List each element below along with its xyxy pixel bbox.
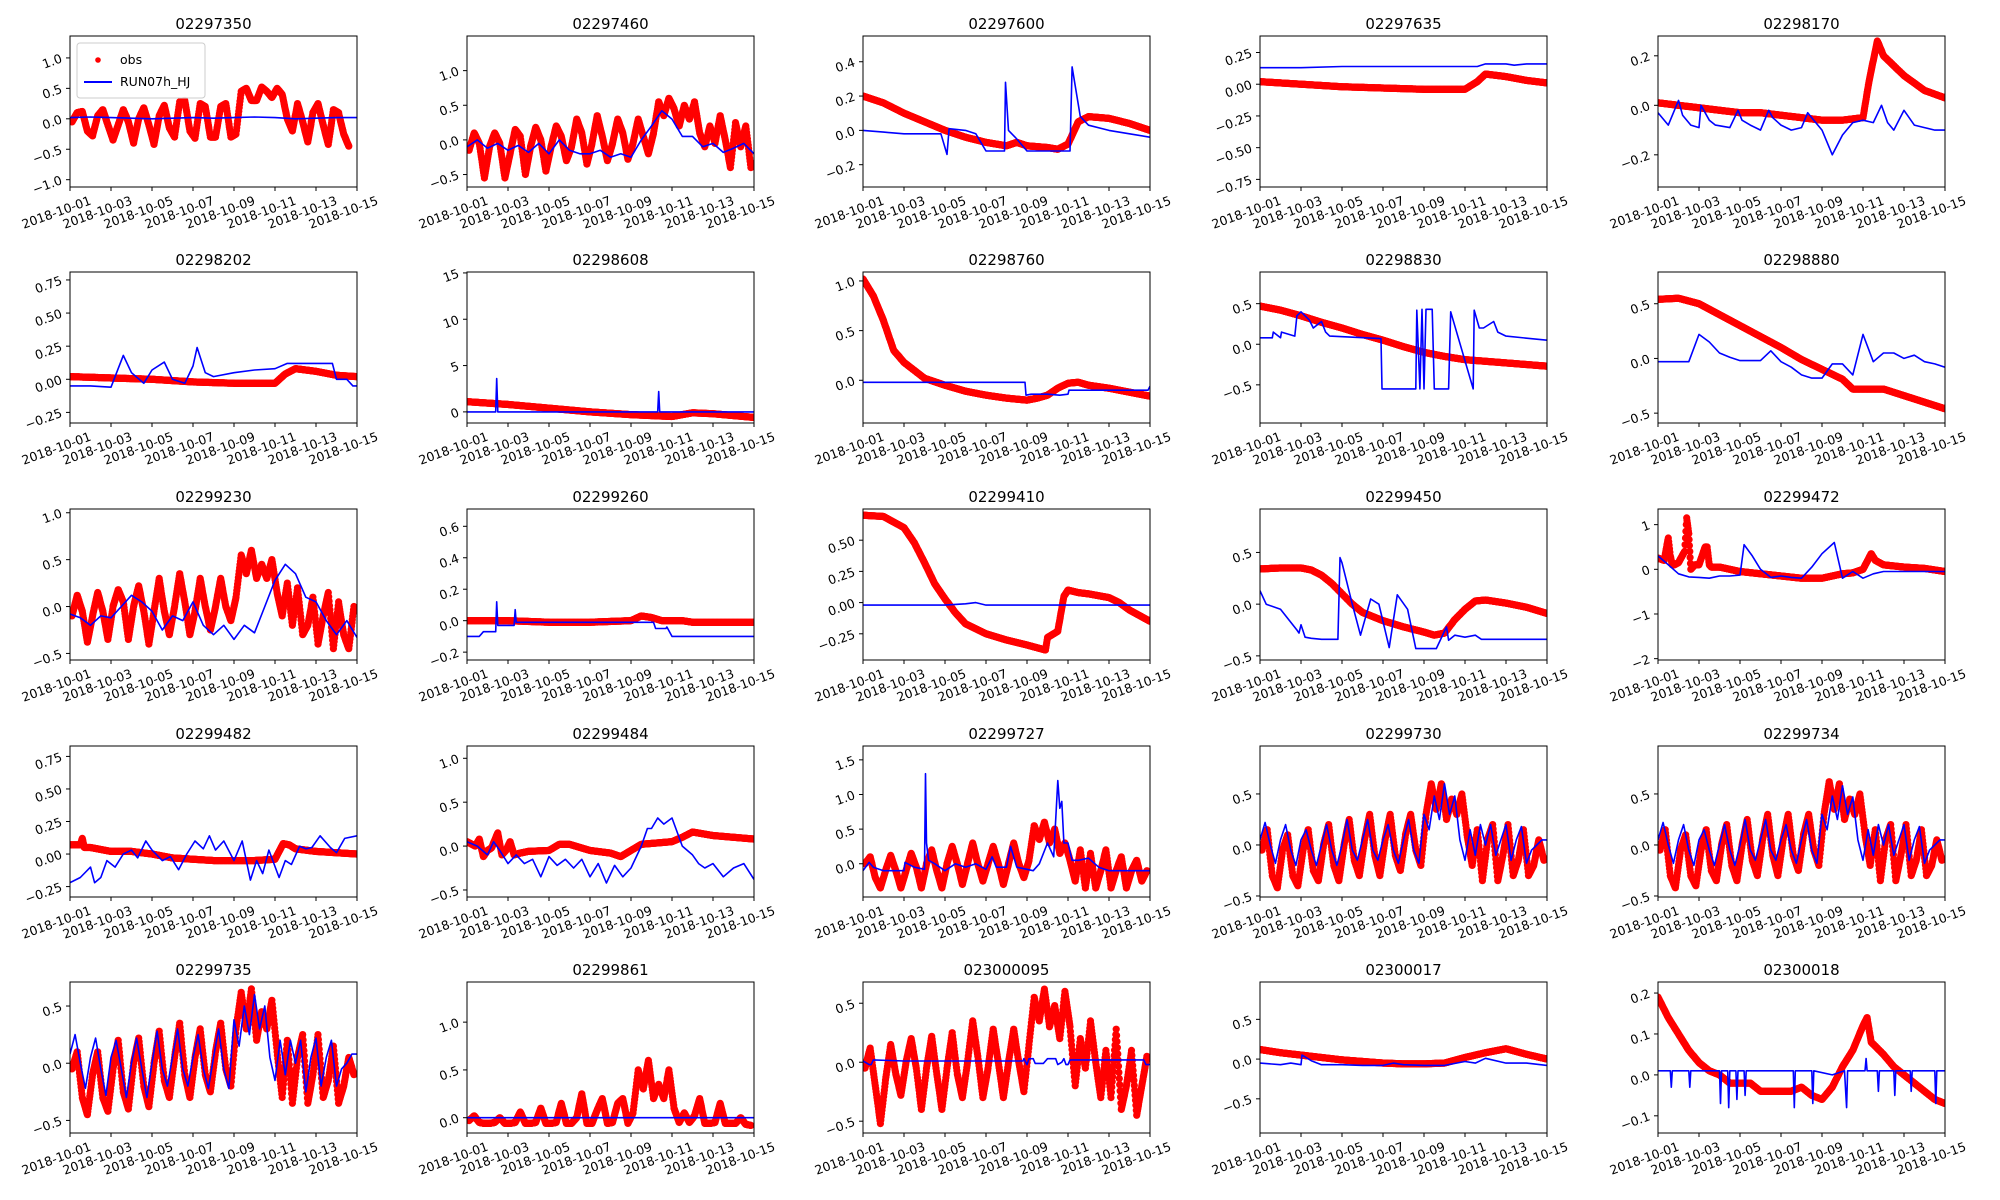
y-tick-label: −0.50 xyxy=(1213,140,1254,167)
y-tick-label: −0.5 xyxy=(427,167,461,191)
y-tick-label: 0.25 xyxy=(1223,45,1254,69)
y-tick-label: 0.5 xyxy=(40,81,64,102)
model-series-line xyxy=(467,110,754,158)
y-tick-label: −0.2 xyxy=(823,157,857,181)
axes-frame xyxy=(466,35,755,188)
subplot-title: 02297460 xyxy=(572,15,648,33)
y-tick-label: 0.2 xyxy=(833,89,857,110)
obs-point xyxy=(1543,79,1547,87)
subplot-02297460: 022974601.00.50.0−0.52018-10-012018-10-0… xyxy=(417,15,777,232)
axes-frame xyxy=(69,35,358,188)
legend: obs RUN07h_HJ xyxy=(76,42,206,99)
y-tick-label: 0.4 xyxy=(833,54,857,75)
subplot-title: 02297600 xyxy=(968,15,1044,33)
plot-area xyxy=(1260,36,1547,187)
subplot-02297600: 022976000.40.20.0−0.22018-10-012018-10-0… xyxy=(813,15,1173,232)
y-tick-label: 0.00 xyxy=(1223,77,1254,101)
axes-frame xyxy=(862,35,1151,188)
model-series-line xyxy=(863,66,1150,156)
y-tick-label: 0.50 xyxy=(33,306,64,330)
subplot-title: 02297635 xyxy=(1365,15,1441,33)
subplot-title: 02298608 xyxy=(572,251,648,269)
y-tick-label: 0.0 xyxy=(40,112,64,133)
y-tick-label: −0.75 xyxy=(1213,172,1254,199)
obs-point xyxy=(345,142,353,150)
axes-frame xyxy=(1657,35,1946,188)
legend-box xyxy=(76,42,206,99)
legend-label-obs: obs xyxy=(120,52,142,67)
legend-obs-marker-icon xyxy=(95,57,101,63)
y-tick-label: −0.2 xyxy=(1618,148,1652,172)
y-tick-label: 0.00 xyxy=(33,372,64,396)
subplot-title: 02298170 xyxy=(1763,15,1839,33)
obs-series xyxy=(863,92,1150,153)
obs-series xyxy=(70,365,357,387)
y-tick-label: 0.2 xyxy=(1628,49,1652,70)
subplot-02298608: 022986081510502018-10-012018-10-032018-1… xyxy=(417,251,777,468)
y-tick-label: 0.0 xyxy=(437,133,461,154)
model-series-line xyxy=(1658,99,1945,156)
y-tick-label: 0.75 xyxy=(33,273,64,297)
y-tick-label: 1.0 xyxy=(437,63,461,84)
obs-point xyxy=(1941,94,1945,102)
y-tick-label: −1.0 xyxy=(30,172,64,196)
model-series-line xyxy=(1260,63,1547,69)
y-tick-label: −0.25 xyxy=(1213,109,1254,136)
y-tick-label: −0.25 xyxy=(23,405,64,432)
y-tick-label: −0.5 xyxy=(30,142,64,166)
plot-area xyxy=(863,36,1150,187)
obs-series xyxy=(467,94,754,182)
obs-point xyxy=(353,373,357,381)
axes-frame xyxy=(69,271,358,424)
obs-series xyxy=(70,83,353,150)
y-tick-label: 0.0 xyxy=(1628,98,1652,119)
subplot-02298170: 022981700.20.0−0.22018-10-012018-10-0320… xyxy=(1608,15,1968,232)
y-tick-label: 0.25 xyxy=(33,339,64,363)
model-series-line xyxy=(70,346,357,389)
plot-area xyxy=(70,272,357,423)
subplot-02297350: 022973501.00.50.0−0.5−1.02018-10-012018-… xyxy=(20,15,380,232)
y-tick-label: 1.0 xyxy=(40,51,64,72)
subplot-title: 02297350 xyxy=(175,15,251,33)
y-tick-label: 0.5 xyxy=(437,98,461,119)
obs-point xyxy=(747,164,754,172)
axes-frame xyxy=(1259,35,1548,188)
obs-point xyxy=(1146,126,1150,134)
obs-series xyxy=(1260,70,1547,93)
subplot-title: 02298202 xyxy=(175,251,251,269)
legend-label-model: RUN07h_HJ xyxy=(120,74,190,89)
subplot-02297635: 022976350.250.00−0.25−0.50−0.752018-10-0… xyxy=(1210,15,1570,232)
y-tick-label: 0.0 xyxy=(833,123,857,144)
subplot-02298202: 022982020.750.500.250.00−0.252018-10-012… xyxy=(20,251,380,468)
obs-series xyxy=(1658,37,1945,124)
model-series-line xyxy=(70,116,357,120)
plot-area xyxy=(467,272,754,423)
